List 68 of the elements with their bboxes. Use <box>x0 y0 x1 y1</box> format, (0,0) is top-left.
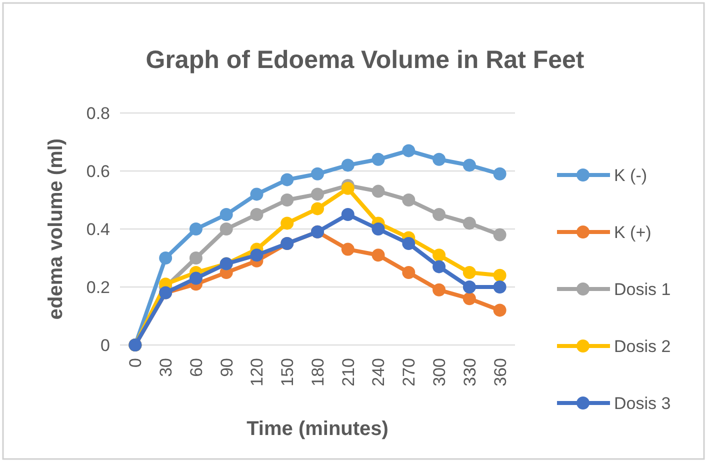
point <box>159 252 172 264</box>
point <box>462 292 476 306</box>
point <box>372 184 385 198</box>
x-tick-label: 30 <box>156 358 176 377</box>
point <box>250 248 264 262</box>
legend-label: Dosis 2 <box>614 336 671 356</box>
x-tick-label: 150 <box>278 358 298 386</box>
x-tick-label: 300 <box>430 358 449 386</box>
point <box>372 248 385 262</box>
legend-label: K (-) <box>614 166 648 185</box>
x-axis-title: Time (minutes) <box>246 418 388 440</box>
point <box>372 152 385 166</box>
point <box>189 272 202 285</box>
point <box>341 182 354 195</box>
point <box>462 158 476 172</box>
y-tick-label: 0.8 <box>86 104 110 123</box>
point <box>250 208 264 221</box>
y-tick-label: 0 <box>100 336 110 355</box>
point <box>462 216 476 230</box>
point <box>493 228 506 242</box>
x-tick-label: 210 <box>338 358 358 386</box>
y-tick-label: 0.4 <box>86 220 110 239</box>
x-tick-label: 180 <box>308 358 328 386</box>
point <box>280 173 294 186</box>
chart-title: Graph of Edoema Volume in Rat Feet <box>146 46 585 74</box>
x-tick-label: 330 <box>460 358 480 386</box>
y-axis-title: edema volume (ml) <box>45 138 67 320</box>
legend-label: Dosis 1 <box>614 280 671 299</box>
x-tick-label: 360 <box>490 358 510 386</box>
point <box>432 283 446 296</box>
point <box>432 248 446 262</box>
point <box>220 222 233 236</box>
point <box>341 242 354 256</box>
point <box>493 280 506 294</box>
point <box>432 260 446 274</box>
x-tick-label: 120 <box>248 358 267 386</box>
point <box>311 202 324 216</box>
point <box>189 222 202 236</box>
x-tick-label: 60 <box>186 358 206 377</box>
x-tick-label: 90 <box>217 358 236 377</box>
point <box>250 188 264 201</box>
x-tick-label: 240 <box>369 358 388 386</box>
point <box>402 266 416 279</box>
point <box>402 237 416 250</box>
legend-label: Dosis 3 <box>614 394 671 413</box>
point <box>402 194 416 206</box>
point <box>189 252 202 264</box>
point <box>493 167 506 180</box>
point <box>462 280 476 294</box>
point <box>432 152 446 166</box>
point <box>220 208 233 221</box>
x-tick-label: 0 <box>126 358 146 368</box>
point <box>402 144 416 158</box>
point <box>372 222 385 236</box>
point <box>341 158 354 172</box>
point <box>493 304 506 317</box>
point <box>280 216 294 230</box>
point <box>311 188 324 201</box>
legend-label: K (+) <box>614 222 652 242</box>
point <box>280 194 294 206</box>
point <box>432 208 446 221</box>
y-tick-label: 0.6 <box>86 162 110 181</box>
point <box>341 208 354 221</box>
point <box>493 268 506 282</box>
point <box>462 266 476 279</box>
point <box>311 167 324 180</box>
x-tick-label: 270 <box>400 358 419 386</box>
y-tick-label: 0.2 <box>86 278 110 297</box>
